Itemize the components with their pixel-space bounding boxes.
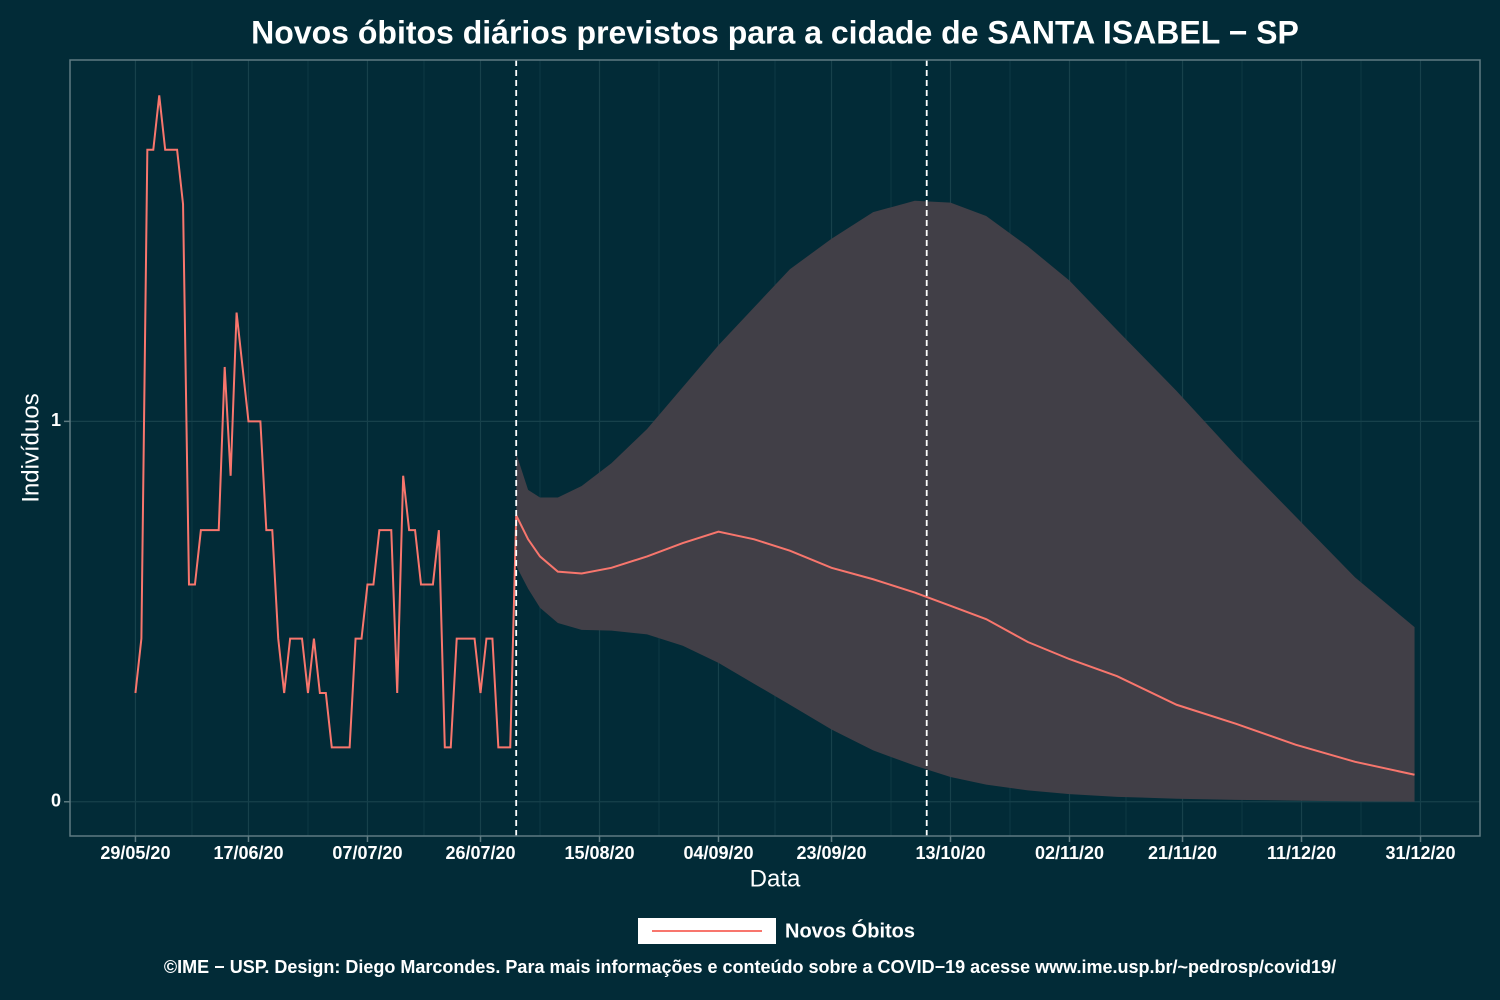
x-tick-label: 15/08/20 [564, 843, 634, 863]
x-tick-label: 02/11/20 [1035, 843, 1104, 863]
x-tick-label: 11/12/20 [1267, 843, 1336, 863]
x-tick-label: 26/07/20 [445, 843, 515, 863]
y-axis-title: Indivíduos [17, 393, 44, 502]
chart-title: Novos óbitos diários previstos para a ci… [251, 14, 1299, 50]
legend-label: Novos Óbitos [785, 918, 915, 942]
panel-border [69, 59, 1481, 837]
y-tick-label: 1 [51, 410, 61, 430]
x-tick-label: 29/05/20 [100, 843, 170, 863]
line [134, 95, 1415, 776]
x-tick-label: 07/07/20 [332, 843, 402, 863]
x-tick-label: 04/09/20 [683, 843, 753, 863]
confidence-band [516, 200, 1415, 802]
x-tick-label: 31/12/20 [1385, 843, 1455, 863]
x-tick-label: 23/09/20 [796, 843, 866, 863]
x-axis-title: Data [750, 865, 801, 892]
plot-area: 29/05/20 17/06/20 07/07/20 26/07/20 15/08/20… [51, 59, 1481, 863]
x-tick-label: 21/11/20 [1148, 843, 1217, 863]
y-tick-label: 0 [51, 791, 61, 811]
caption: ©IME − USP. Design: Diego Marcondes. Par… [164, 957, 1336, 977]
x-tick-label: 13/10/20 [915, 843, 985, 863]
x-tick-label: 17/06/20 [213, 843, 283, 863]
